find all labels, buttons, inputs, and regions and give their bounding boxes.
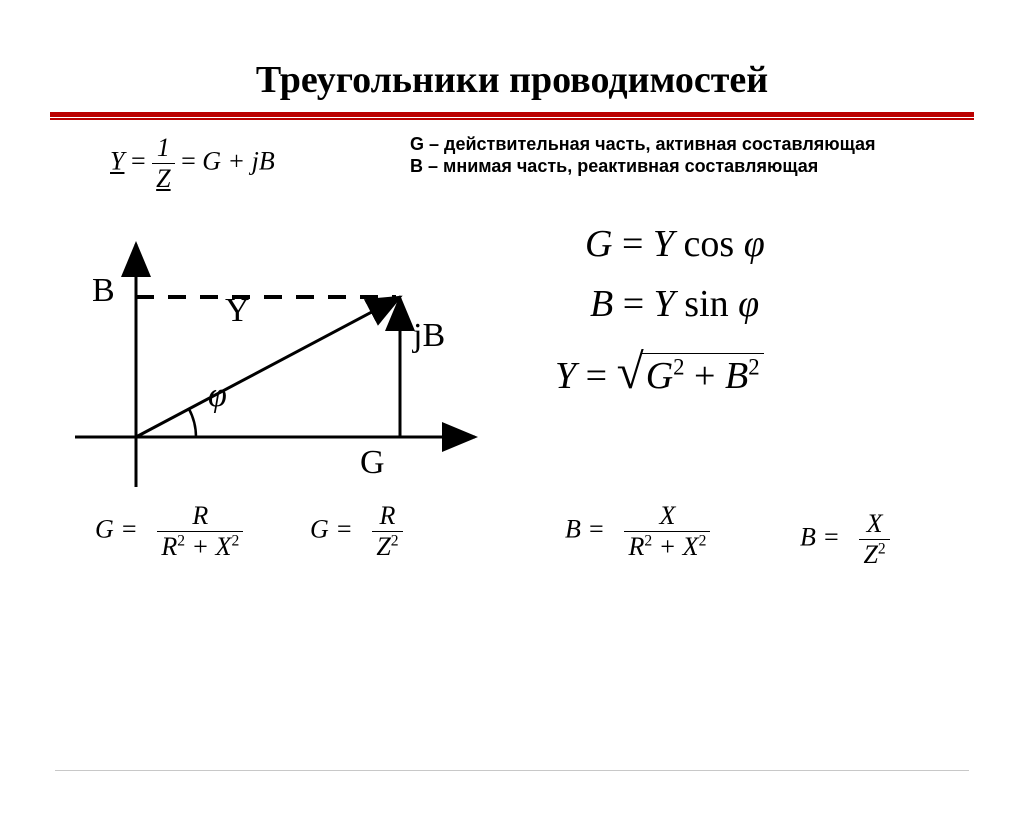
formula-b-frac-z: B = X Z2 — [800, 510, 890, 569]
formula-b-sin: B = Y sin φ — [590, 282, 759, 326]
rhs-GjB: G + jB — [202, 147, 274, 176]
sym-Y-underline: Y — [110, 147, 124, 176]
formula-b-frac-rx: B = X R2 + X2 — [565, 502, 710, 561]
label-B-axis: B — [92, 272, 115, 310]
bottom-rule — [55, 770, 969, 771]
content-area: Y = 1 Z = G + jB G – действительная част… — [0, 122, 1024, 682]
label-G-axis: G — [360, 444, 385, 482]
white-line — [50, 117, 974, 118]
formula-y-mag: Y = √ G2 + B2 — [555, 350, 764, 400]
label-jB: jB — [413, 317, 445, 355]
note-line-2: B – мнимая часть, реактивная составляюща… — [410, 156, 818, 177]
label-Y-hyp: Y — [225, 292, 250, 330]
formula-g-frac-z: G = R Z2 — [310, 502, 403, 561]
page-title: Треугольники проводимостей — [0, 58, 1024, 102]
formula-g-cos: G = Y cos φ — [585, 222, 765, 266]
label-phi: φ — [208, 377, 227, 415]
title-underline — [50, 112, 974, 122]
red-bar — [50, 112, 974, 120]
note-line-1: G – действительная часть, активная соста… — [410, 134, 876, 155]
formula-g-frac-rx: G = R R2 + X2 — [95, 502, 243, 561]
num-1: 1 — [152, 134, 174, 164]
